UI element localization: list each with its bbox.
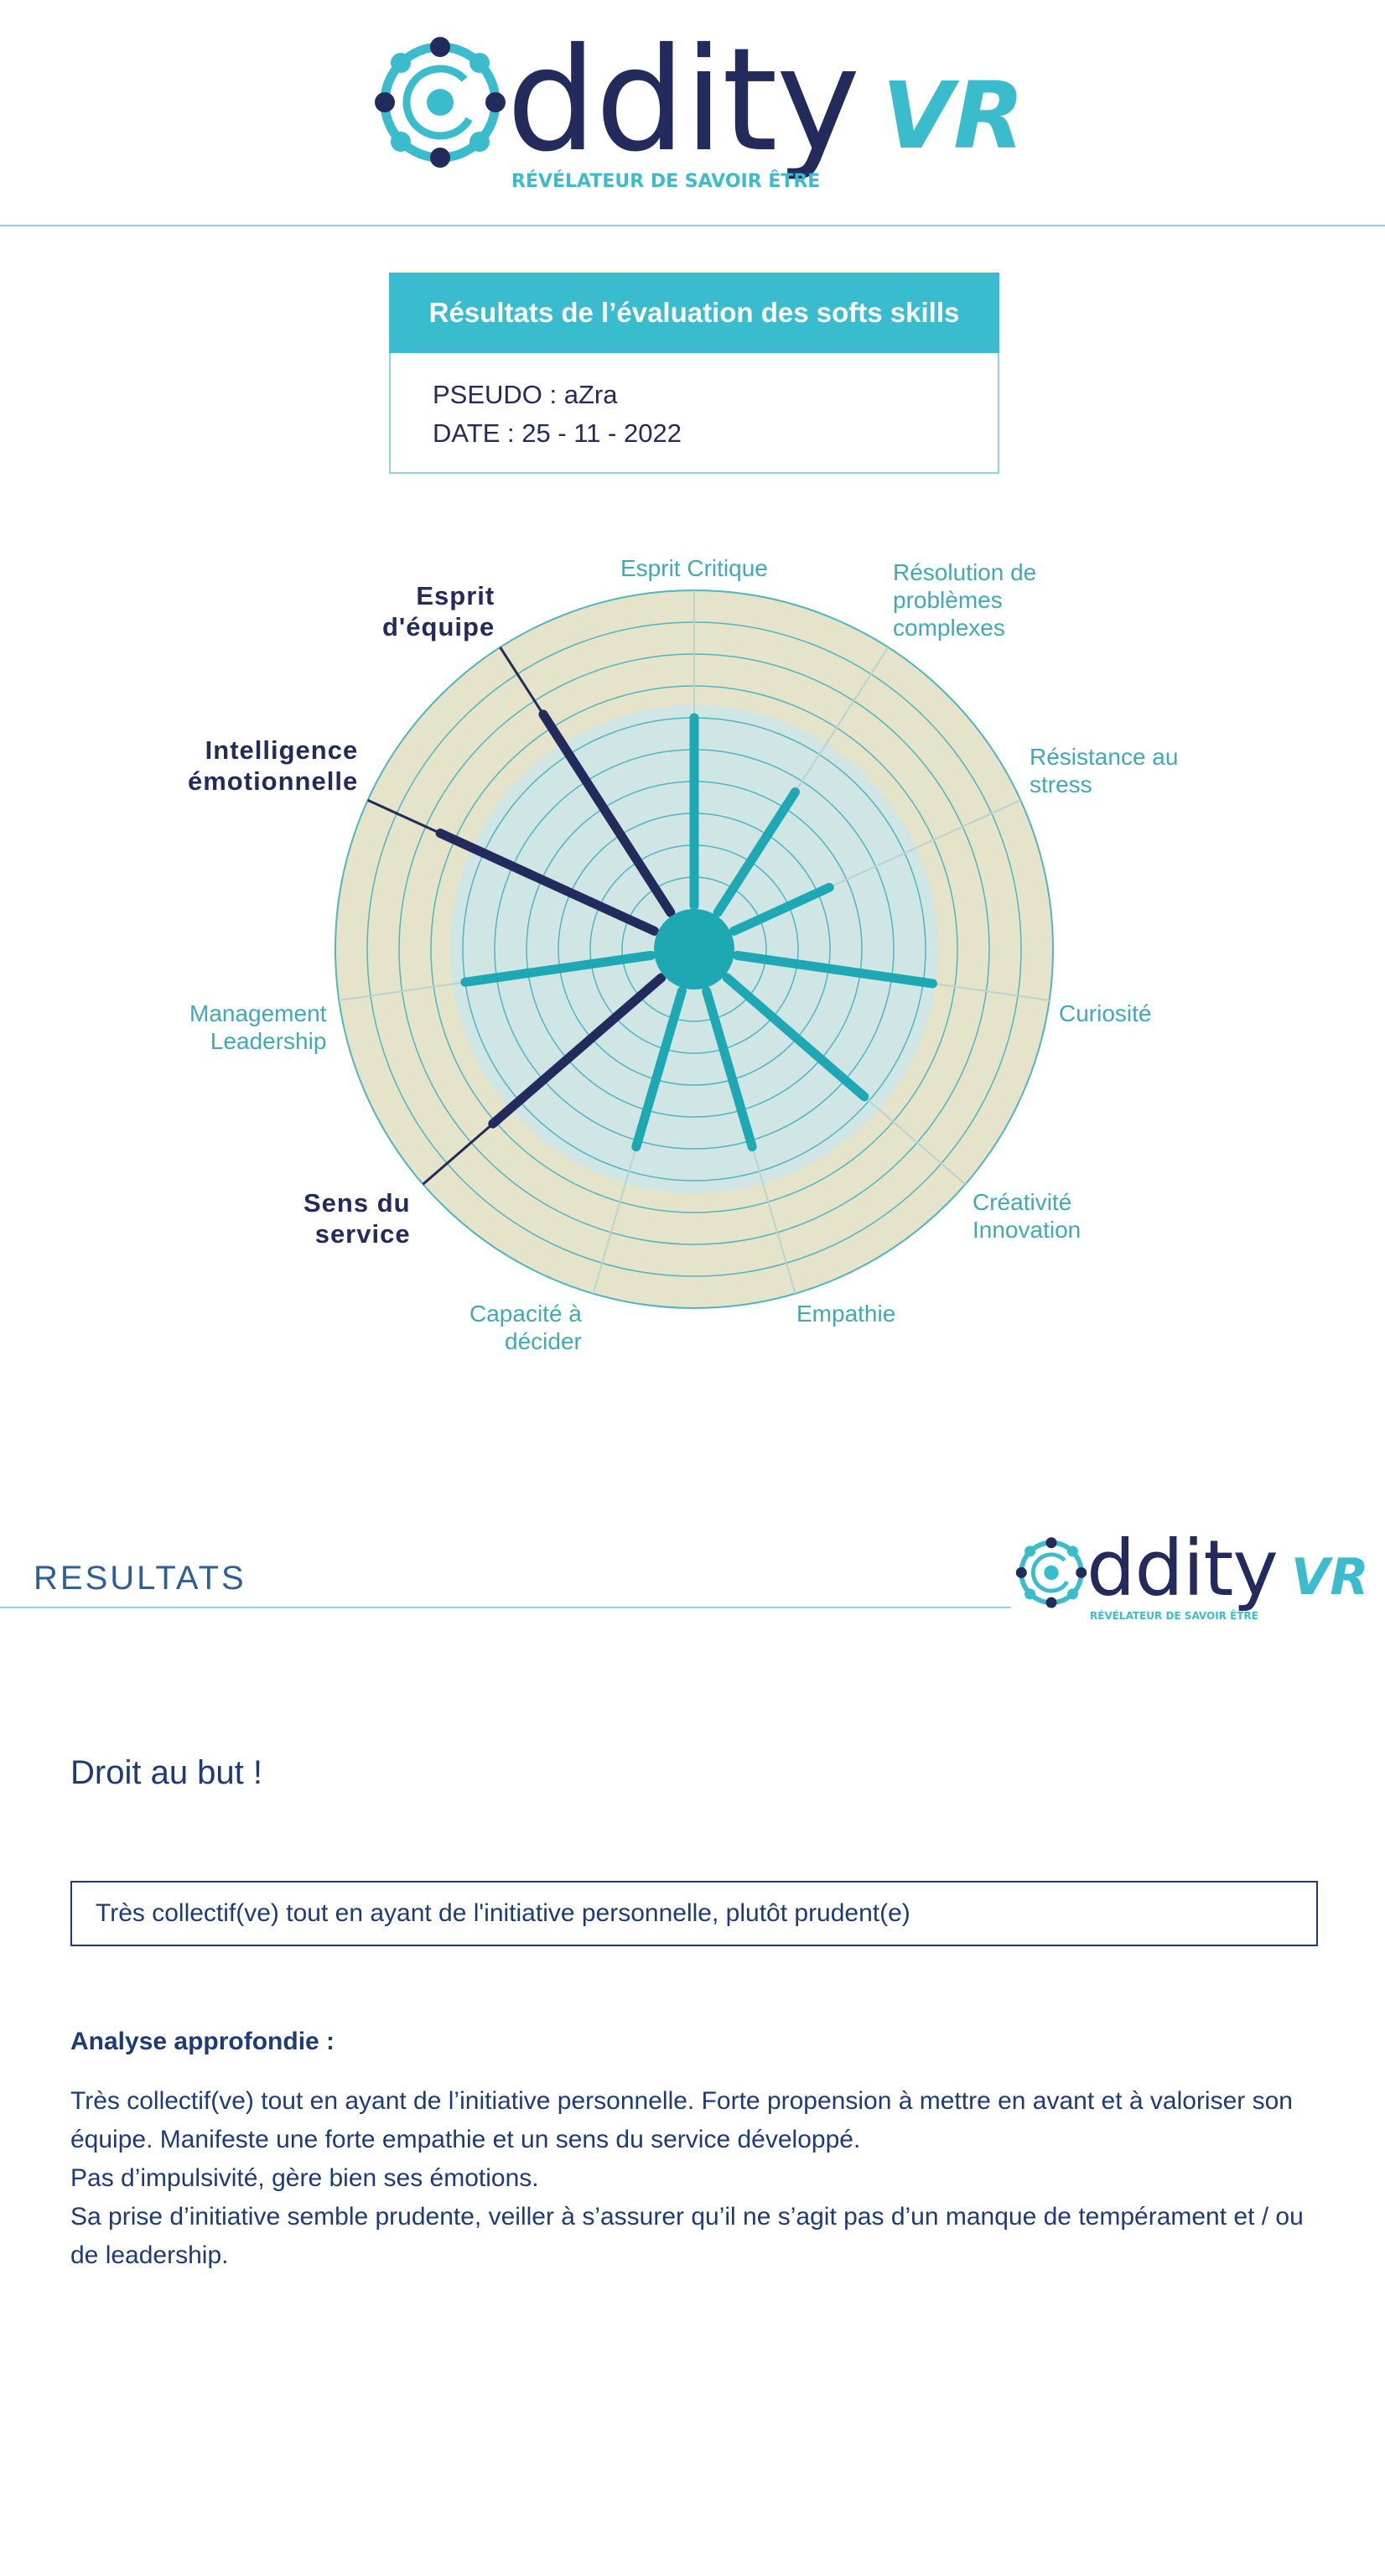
axis-label-esprit-equipe: Esprit d'équipe (382, 580, 495, 642)
radar-value-bar (631, 986, 687, 1152)
section-logo: ddity VR RÉVÉLATEUR DE SAVOIR ÊTRE (1013, 1524, 1369, 1635)
axis-label-resolution-l2: problèmes (893, 587, 1003, 613)
axis-label-resolution-l3: complexes (893, 615, 1005, 641)
analysis-heading: Analyse approfondie : (70, 2028, 335, 2055)
analysis-paragraph: Sa prise d’initiative semble prudente, v… (70, 2203, 1304, 2269)
radar-value-bar (729, 882, 834, 936)
radar-value-bar (732, 950, 937, 989)
header-logo: ddity VR RÉVÉLATEUR DE SAVOIR ÊTRE (369, 18, 1024, 200)
axis-label-management-l1: Management (189, 1000, 327, 1026)
results-card: Résultats de l’évaluation des softs skil… (389, 273, 999, 474)
axis-label-creativite: Créativité Innovation (973, 1188, 1081, 1244)
profile-title: Droit au but ! (70, 1754, 263, 1791)
radar-value-bar (713, 787, 800, 917)
logo-emblem-icon (375, 37, 506, 168)
analysis-paragraph: Pas d’impulsivité, gère bien ses émotion… (70, 2164, 539, 2192)
axis-label-curiosite: Curiosité (1059, 1000, 1152, 1026)
axis-label-management-l2: Leadership (210, 1028, 327, 1054)
pseudo-line: PSEUDO : aZra (433, 380, 618, 409)
section-logo-vr: VR (1291, 1548, 1369, 1607)
radar-center-hub (654, 909, 734, 989)
axis-label-stress-l1: Résistance au (1030, 744, 1179, 770)
radar-value-bar (435, 828, 660, 936)
axis-label-esprit-critique: Esprit Critique (620, 555, 768, 581)
axis-label-intelligence: Intelligence émotionnelle (188, 735, 358, 797)
logo-tagline: RÉVÉLATEUR DE SAVOIR ÊTRE (511, 171, 821, 192)
radar-value-bar (702, 986, 757, 1152)
axis-label-intelligence-l1: Intelligence (205, 735, 359, 765)
axis-label-equipe-l1: Esprit (416, 581, 495, 610)
radar-value-bar (722, 973, 869, 1102)
axis-label-intelligence-l2: émotionnelle (188, 766, 359, 796)
soft-skills-radar-chart (335, 589, 1054, 1309)
analysis-body: Très collectif(ve) tout en ayant de l’in… (70, 2082, 1328, 2275)
logo-vr: VR (882, 62, 1024, 169)
axis-label-resolution-l1: Résolution de (893, 559, 1037, 585)
section-title: RESULTATS (34, 1560, 246, 1597)
section-logo-wordmark: ddity (1087, 1524, 1279, 1613)
axis-label-creativite-l1: Créativité (973, 1189, 1072, 1215)
axis-label-empathie: Empathie (796, 1301, 896, 1327)
analysis-paragraph: Très collectif(ve) tout en ayant de l’in… (70, 2087, 1293, 2153)
radar-value-bar (538, 709, 676, 917)
section-divider (0, 1607, 1011, 1608)
header-divider (0, 225, 1385, 226)
axis-label-resolution: Résolution de problèmes complexes (893, 558, 1036, 641)
section-logo-tagline: RÉVÉLATEUR DE SAVOIR ÊTRE (1090, 1610, 1258, 1622)
results-card-title: Résultats de l’évaluation des softs skil… (389, 273, 999, 353)
profile-summary: Très collectif(ve) tout en ayant de l'in… (70, 1881, 1318, 1946)
axis-label-service-l2: service (314, 1219, 411, 1249)
axis-label-management: Management Leadership (189, 1000, 326, 1055)
axis-label-stress: Résistance au stress (1030, 743, 1178, 798)
axis-label-creativite-l2: Innovation (973, 1217, 1082, 1243)
axis-label-decider-l2: décider (505, 1328, 582, 1354)
axis-label-equipe-l2: d'équipe (382, 612, 495, 641)
logo-wordmark: ddity (506, 18, 860, 184)
radar-value-bar (488, 973, 667, 1129)
axis-label-stress-l2: stress (1030, 771, 1092, 797)
date-line: DATE : 25 - 11 - 2022 (433, 418, 682, 448)
axis-label-sens-du-service: Sens du service (303, 1187, 411, 1249)
axis-label-decider-l1: Capacité à (469, 1301, 582, 1327)
radar-value-bar (460, 950, 656, 987)
axis-label-decider: Capacité à décider (469, 1300, 582, 1355)
axis-label-service-l1: Sens du (303, 1188, 411, 1218)
section-logo-emblem-icon (1015, 1537, 1087, 1608)
